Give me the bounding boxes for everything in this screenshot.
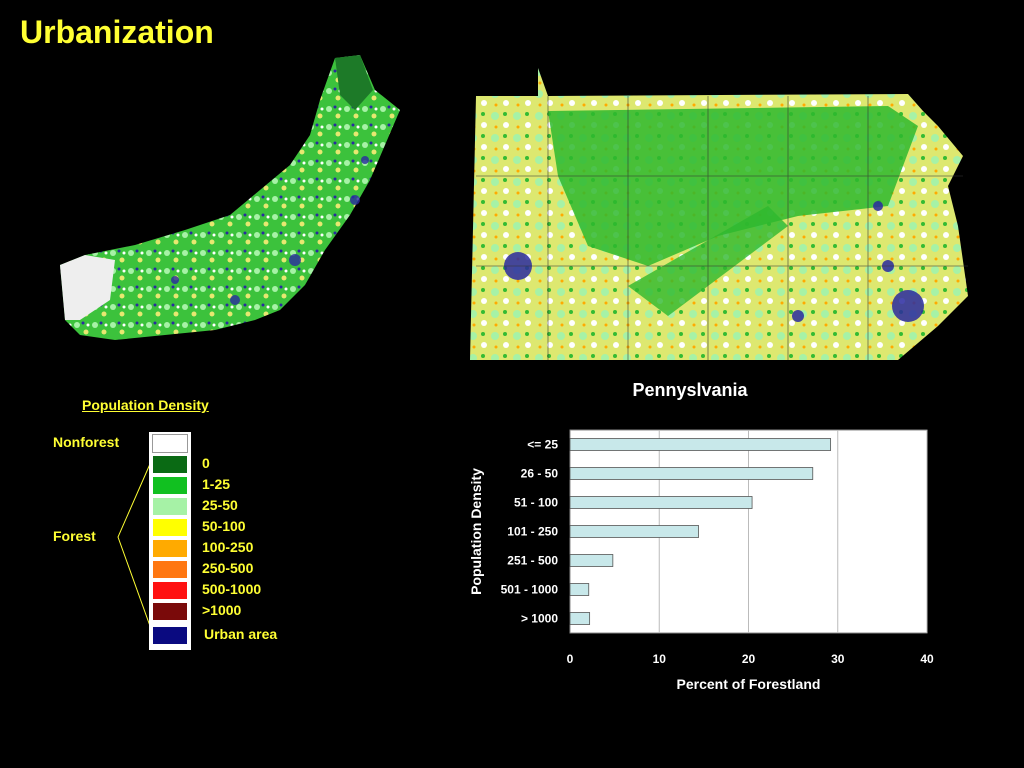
northeast-us-map — [60, 55, 400, 340]
y-tick-label: 501 - 1000 — [501, 583, 559, 597]
y-tick-label: 26 - 50 — [521, 467, 559, 481]
bar — [569, 583, 590, 596]
legend-forest-label: Forest — [53, 528, 96, 544]
bar — [569, 612, 591, 625]
northeast-region-shape — [60, 55, 400, 340]
new-york-white-area — [60, 255, 115, 320]
x-tick-label: 20 — [742, 652, 756, 666]
bar — [569, 525, 699, 538]
legend-swatch — [153, 627, 187, 644]
county-lines — [476, 96, 968, 360]
y-tick-label: 251 - 500 — [507, 554, 558, 568]
legend-item-label: >1000 — [202, 602, 242, 618]
x-tick-label: 0 — [567, 652, 574, 666]
legend-swatch — [152, 434, 188, 453]
legend-item-label: 100-250 — [202, 539, 254, 555]
legend-item-label: 50-100 — [202, 518, 246, 534]
northern-forest-band — [548, 106, 918, 266]
bar — [569, 467, 814, 480]
legend-nonforest-label: Nonforest — [53, 434, 120, 450]
legend-swatch — [153, 498, 187, 515]
legend-title: Population Density — [82, 397, 209, 413]
legend-swatch — [153, 582, 187, 599]
urban-clusters — [171, 156, 369, 305]
y-axis-label: Population Density — [468, 468, 484, 595]
x-tick-label: 40 — [920, 652, 934, 666]
legend-swatch — [153, 603, 187, 620]
legend-item-label: 25-50 — [202, 497, 238, 513]
bar — [569, 554, 614, 567]
legend-swatch — [153, 456, 187, 473]
pennsylvania-map — [470, 68, 968, 360]
legend-swatch — [153, 519, 187, 536]
x-tick-label: 10 — [653, 652, 667, 666]
legend-item-label: 1-25 — [202, 476, 231, 492]
legend-item-label: 250-500 — [202, 560, 254, 576]
bar — [569, 438, 832, 451]
y-tick-label: <= 25 — [527, 438, 558, 452]
page-title: Urbanization — [20, 14, 214, 50]
legend-item-label: 500-1000 — [202, 581, 262, 597]
legend-swatch — [153, 477, 187, 494]
forestland-bar-chart: 0 10 20 30 40 <= 25 26 - 50 51 - 100 101 - 250 25… — [468, 429, 934, 692]
bar — [569, 496, 753, 509]
legend-forest-bracket — [117, 463, 151, 627]
y-tick-label: 51 - 100 — [514, 496, 558, 510]
x-axis-label: Percent of Forestland — [677, 676, 821, 692]
chart-title: Pennyslvania — [632, 380, 748, 400]
legend-swatches — [149, 432, 191, 650]
legend-swatch — [153, 540, 187, 557]
legend-item-label: 0 — [202, 455, 210, 471]
y-tick-label: > 1000 — [521, 612, 558, 626]
y-tick-label: 101 - 250 — [507, 525, 558, 539]
legend-item-label: Urban area — [204, 626, 278, 642]
x-tick-label: 30 — [831, 652, 845, 666]
maine-dark-forest — [335, 55, 373, 110]
legend-swatch — [153, 561, 187, 578]
